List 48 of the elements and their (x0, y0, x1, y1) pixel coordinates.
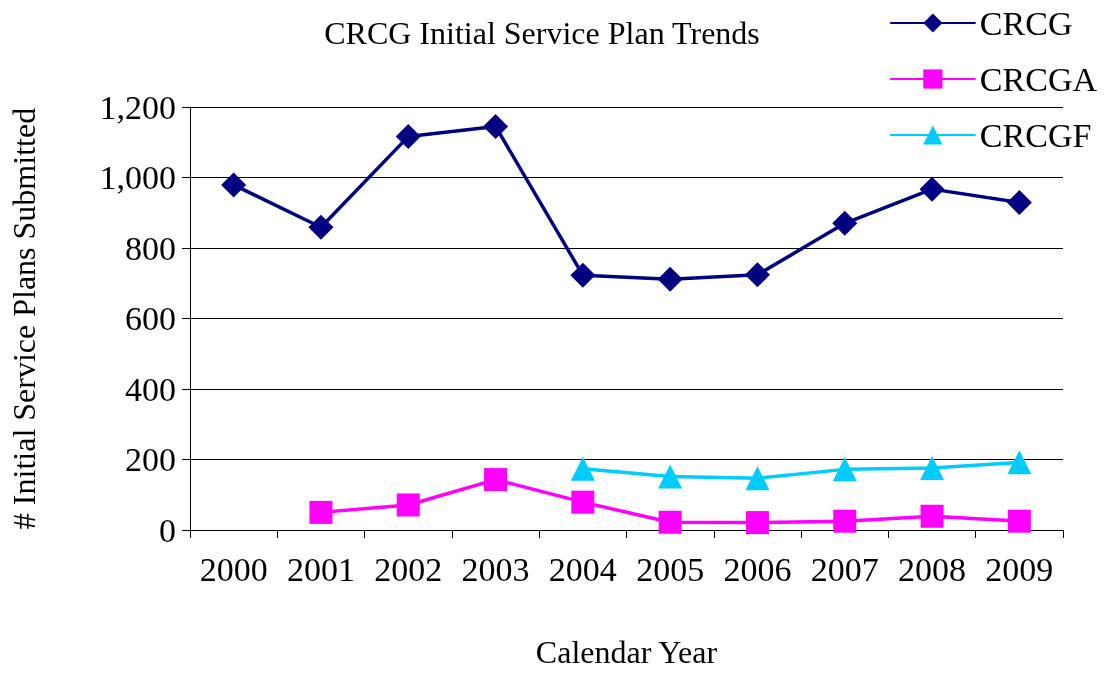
point (396, 493, 420, 517)
legend-label: CRCG (979, 4, 1073, 42)
point (571, 490, 595, 514)
x-tick-label: 2007 (810, 550, 879, 588)
point (745, 511, 769, 535)
point (1007, 509, 1031, 533)
point (570, 456, 595, 481)
point (745, 466, 770, 491)
point (570, 262, 596, 288)
point (658, 510, 682, 534)
point (920, 455, 945, 480)
y-tick-label: 1,000 (99, 159, 176, 196)
point (221, 172, 247, 198)
x-tick-label: 2006 (723, 550, 792, 588)
y-tick-label: 1,200 (99, 88, 176, 126)
point (744, 262, 770, 288)
point (308, 214, 334, 240)
point (484, 468, 508, 492)
x-tick-label: 2008 (898, 550, 967, 588)
x-tick-label: 2009 (985, 550, 1054, 588)
chart-title: CRCG Initial Service Plan Trends (324, 15, 760, 51)
y-tick-label: 200 (125, 441, 176, 478)
x-tick-label: 2001 (286, 550, 355, 588)
point (658, 464, 683, 489)
legend-label: CRCGA (979, 60, 1098, 98)
y-axis-title: # Initial Service Plans Submitted (6, 107, 42, 530)
x-tick-label: 2003 (461, 550, 530, 588)
x-tick-label: 2005 (636, 550, 705, 588)
y-tick-label: 400 (125, 370, 176, 408)
point (1006, 190, 1032, 216)
x-tick-label: 2000 (199, 550, 268, 588)
point (832, 210, 858, 236)
y-tick-label: 600 (125, 300, 176, 337)
point (920, 504, 944, 528)
y-tick-label: 0 (159, 511, 176, 549)
x-tick-label: 2004 (548, 550, 617, 588)
legend-label: CRCGF (979, 116, 1092, 154)
point (1007, 450, 1032, 475)
point (833, 509, 857, 533)
point (657, 266, 683, 292)
point (483, 113, 509, 139)
point (309, 500, 333, 524)
point (919, 176, 945, 202)
point (832, 457, 857, 482)
y-tick-label: 800 (125, 229, 176, 267)
x-tick-label: 2002 (374, 550, 443, 588)
x-axis-title: Calendar Year (535, 634, 718, 670)
point (395, 124, 421, 150)
